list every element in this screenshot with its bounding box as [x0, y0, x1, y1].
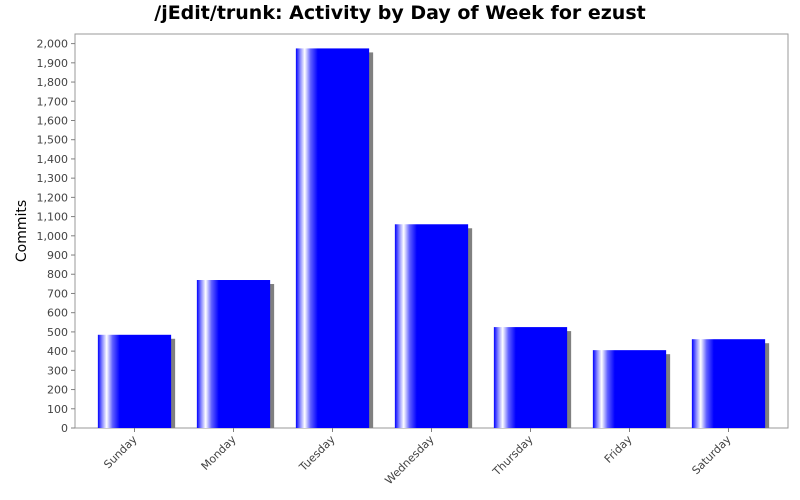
y-axis-title: Commits — [14, 200, 30, 262]
bar-tuesday — [295, 48, 370, 428]
y-tick-label: 1,100 — [37, 211, 69, 224]
y-tick-label: 600 — [47, 307, 68, 320]
x-tick-label: Saturday — [689, 433, 734, 478]
y-tick-label: 200 — [47, 384, 68, 397]
y-tick-label: 1,800 — [37, 76, 69, 89]
x-tick-label: Monday — [199, 433, 239, 473]
bar-thursday — [493, 327, 568, 428]
x-tick-label: Tuesday — [296, 433, 338, 475]
x-tick-label: Thursday — [490, 433, 536, 479]
x-tick-label: Sunday — [101, 433, 140, 472]
y-tick-label: 700 — [47, 287, 68, 300]
bars — [97, 48, 770, 428]
bar-saturday — [691, 339, 766, 428]
y-tick-label: 100 — [47, 403, 68, 416]
y-tick-label: 1,200 — [37, 191, 69, 204]
bar-wednesday — [394, 224, 469, 428]
y-tick-label: 1,000 — [37, 230, 69, 243]
y-tick-label: 1,300 — [37, 172, 69, 185]
bar-monday — [196, 280, 271, 428]
x-axis: Sunday Monday Tuesday Wednesday Thursday Frid… — [101, 428, 734, 487]
y-tick-label: 1,900 — [37, 57, 69, 70]
y-tick-label: 900 — [47, 249, 68, 262]
y-tick-label: 400 — [47, 345, 68, 358]
y-tick-label: 0 — [61, 422, 68, 435]
bar-friday — [592, 350, 667, 428]
y-axis: 0 100 200 300 400 500 600 700 800 900 1,000 1,100 1,… — [37, 38, 75, 435]
y-tick-label: 1,400 — [37, 153, 69, 166]
y-tick-label: 1,500 — [37, 134, 69, 147]
y-tick-label: 800 — [47, 268, 68, 281]
y-tick-label: 1,600 — [37, 114, 69, 127]
x-tick-label: Wednesday — [382, 433, 437, 488]
x-tick-label: Friday — [602, 433, 635, 466]
y-tick-label: 300 — [47, 364, 68, 377]
y-tick-label: 1,700 — [37, 95, 69, 108]
y-tick-label: 500 — [47, 326, 68, 339]
y-tick-label: 2,000 — [37, 38, 69, 51]
chart-title: /jEdit/trunk: Activity by Day of Week fo… — [154, 2, 646, 24]
bar-sunday — [97, 334, 172, 428]
